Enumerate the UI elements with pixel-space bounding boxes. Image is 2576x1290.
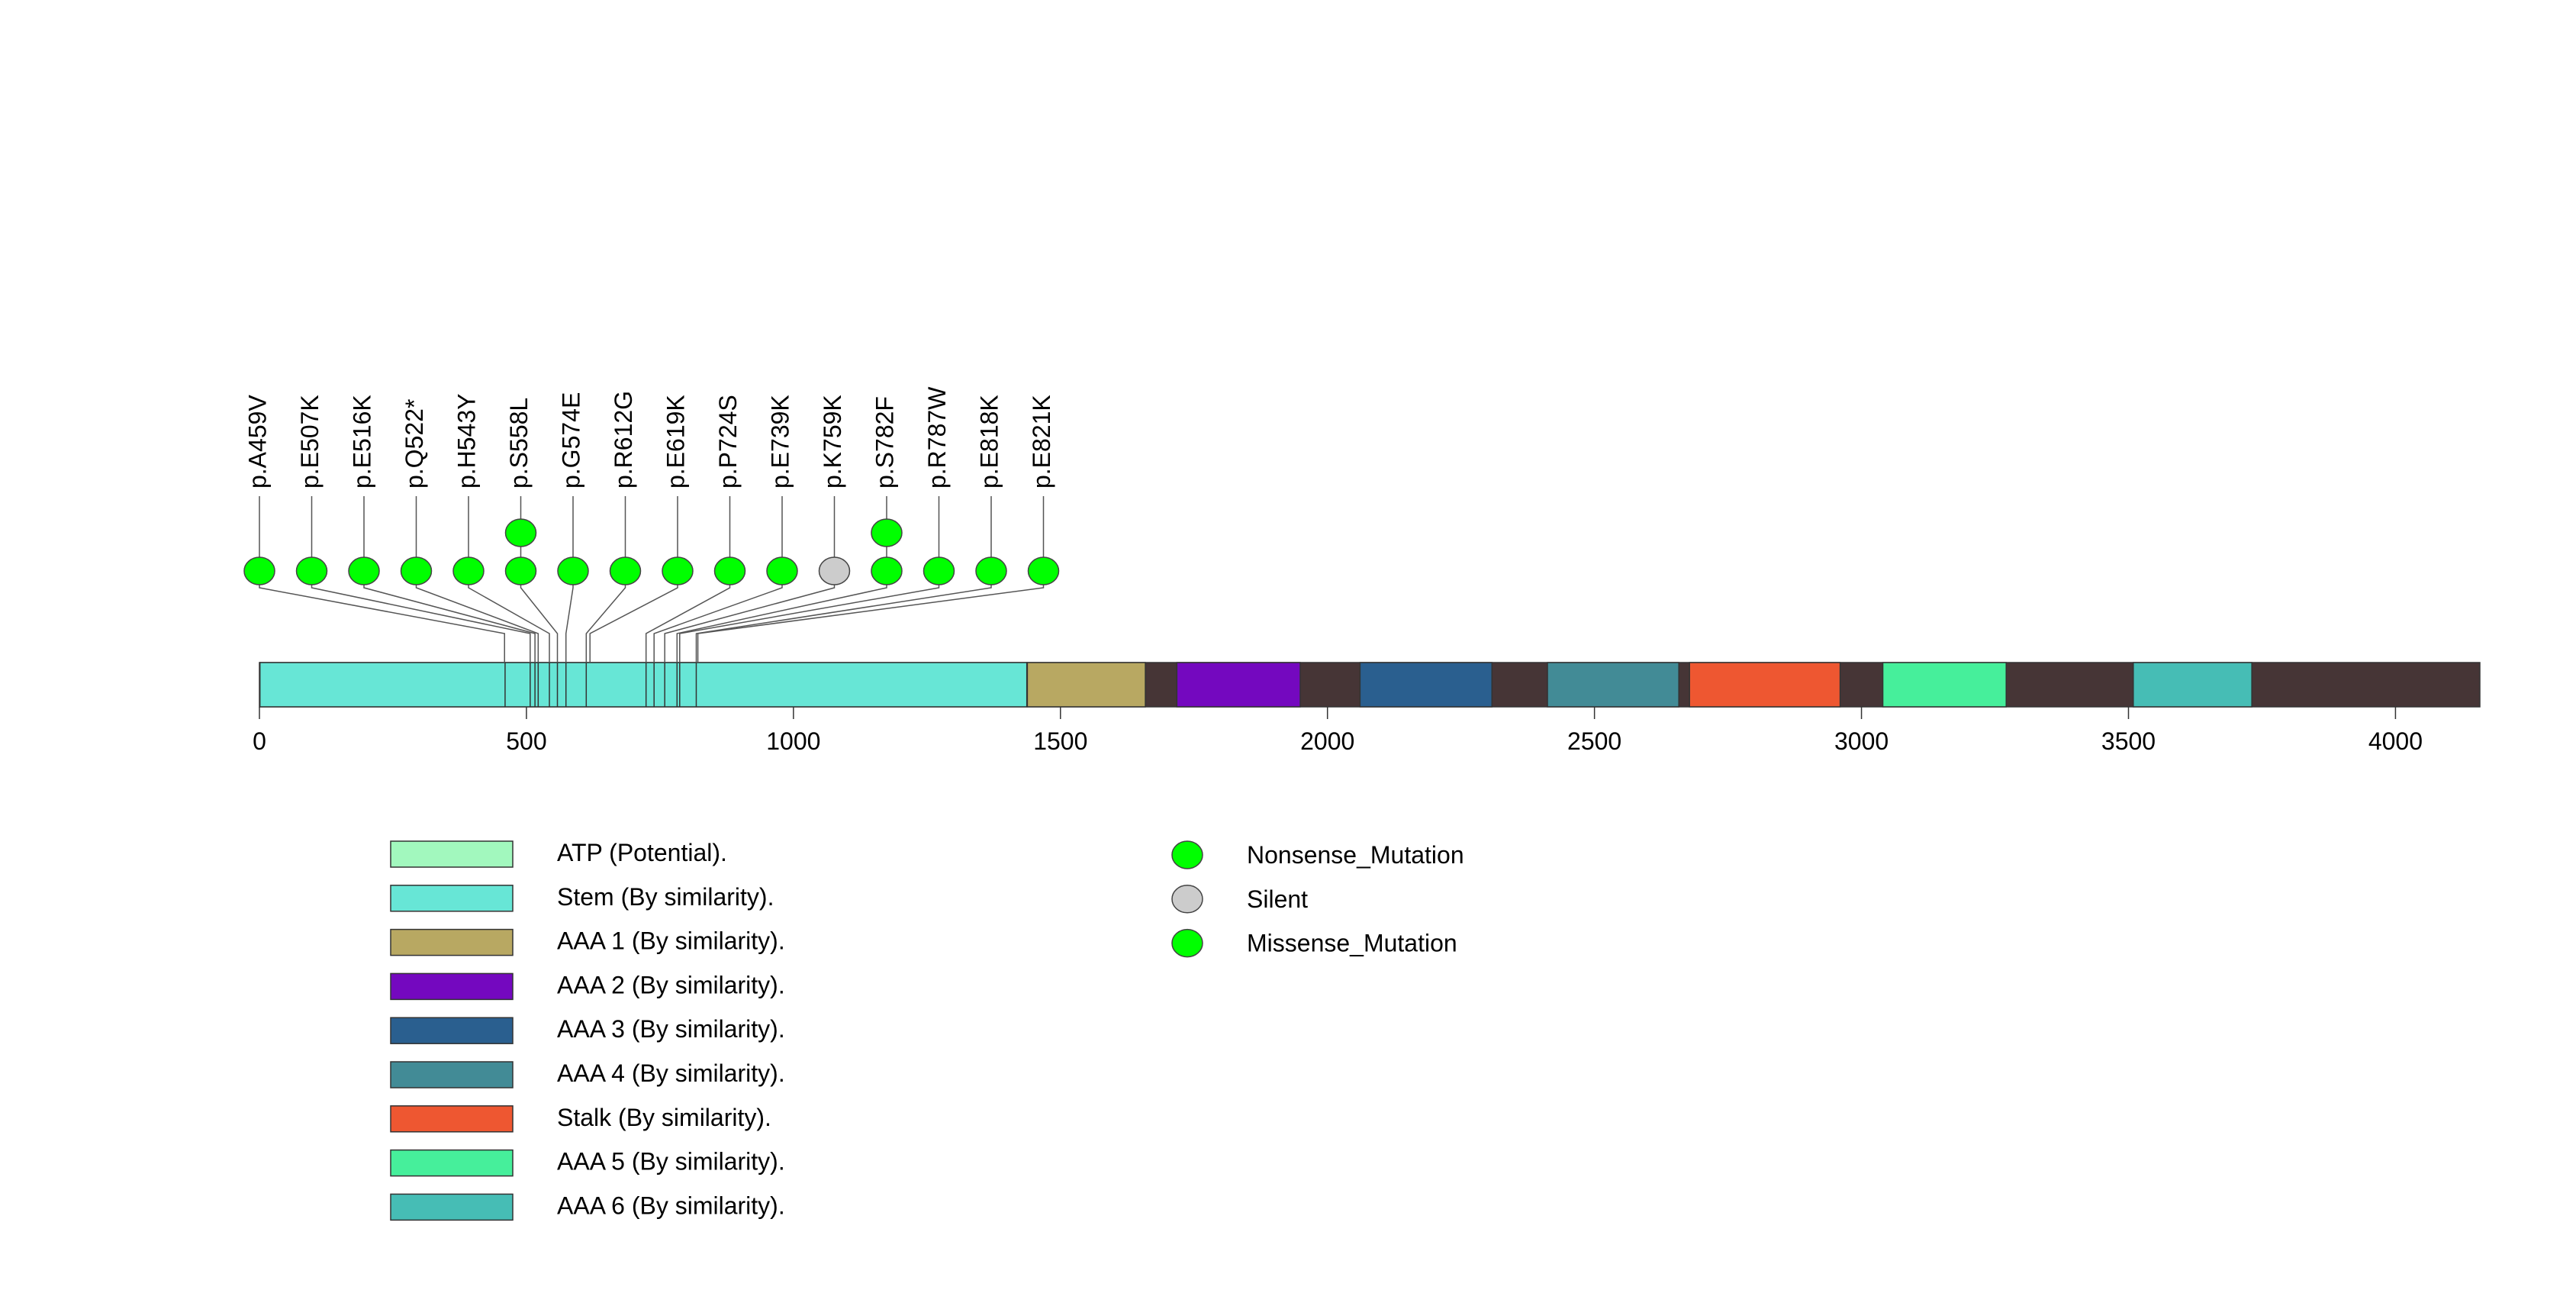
- domain-legend-swatch: [390, 1105, 514, 1133]
- domain-legend-label: AAA 4 (By similarity).: [557, 1059, 785, 1087]
- mutation-head: [871, 556, 903, 585]
- domain-legend-label: Stem (By similarity).: [557, 883, 774, 911]
- axis-tick-label: 0: [253, 727, 266, 755]
- mutation-head: [923, 556, 955, 585]
- axis-tick-label: 2000: [1300, 727, 1354, 755]
- mutation-stem: [311, 496, 531, 663]
- domain-3: [1359, 662, 1493, 708]
- mutation-labels: p.A459V p.E507K p.E516K p.Q522* p.H543Y p.S55…: [243, 386, 1055, 489]
- mutation-head: [871, 518, 903, 547]
- mutation-head: [818, 556, 851, 585]
- axis-tick-label: 3000: [1834, 727, 1889, 755]
- mutation-head: [243, 556, 275, 585]
- mutation-head: [504, 518, 537, 547]
- mutation-stem: [695, 496, 992, 663]
- mutation-stem: [679, 496, 940, 663]
- mutation-head: [1027, 556, 1060, 585]
- domain-legend-label: AAA 1 (By similarity).: [557, 927, 785, 955]
- domain-legend-swatch: [390, 1017, 514, 1044]
- mutation-label: p.S558L: [505, 398, 533, 489]
- mutation-stem: [589, 496, 678, 663]
- mutation-stem: [259, 496, 505, 663]
- mutation-legend-marker: [1171, 928, 1203, 958]
- mutation-head: [609, 556, 642, 585]
- mutation-label: p.R787W: [923, 386, 951, 489]
- domain-legend-swatch: [390, 1149, 514, 1177]
- mutation-label: p.A459V: [243, 395, 271, 489]
- axis-tick-label: 3500: [2101, 727, 2156, 755]
- domain-0: [259, 662, 1028, 708]
- domain-2: [1176, 662, 1301, 708]
- mutation-head: [452, 556, 485, 585]
- domain-legend-swatch: [390, 1193, 514, 1221]
- mutation-stems: [259, 496, 1045, 663]
- domain-5: [1689, 662, 1841, 708]
- mutation-stem: [645, 496, 731, 663]
- mutation-label: p.E516K: [348, 395, 375, 489]
- mutation-stem: [468, 496, 550, 663]
- mutation-heads: [243, 518, 1060, 585]
- axis-tick-label: 2500: [1567, 727, 1621, 755]
- mutation-head: [975, 556, 1007, 585]
- axis-tick-label: 4000: [2368, 727, 2423, 755]
- mutation-stem: [565, 496, 574, 663]
- mutation-label: p.R612G: [610, 391, 637, 489]
- mutation-head: [766, 556, 798, 585]
- axis-tick-label: 1500: [1033, 727, 1087, 755]
- mutation-head: [713, 556, 746, 585]
- mutation-stem: [585, 496, 626, 663]
- mutation-stem: [664, 496, 836, 663]
- mutation-stem: [697, 496, 1045, 663]
- domain-legend-label: Stalk (By similarity).: [557, 1104, 771, 1131]
- mutation-label: p.G574E: [557, 392, 584, 489]
- mutation-label: p.K759K: [819, 395, 846, 489]
- domain-7: [2133, 662, 2252, 708]
- mutation-label: p.E821K: [1028, 395, 1055, 489]
- mutation-legend-label: Missense_Mutation: [1247, 930, 1457, 957]
- atp-site-marks: [504, 663, 697, 707]
- mutation-stem: [363, 496, 536, 663]
- mutation-label: p.P724S: [714, 395, 742, 489]
- domain-legend-label: AAA 3 (By similarity).: [557, 1015, 785, 1043]
- mutation-legend-label: Silent: [1247, 885, 1308, 913]
- mutation-type-legend: Nonsense_Mutation Silent Missense_Mutation: [1171, 840, 1464, 958]
- mutation-stem: [653, 496, 783, 663]
- domain-legend-label: AAA 2 (By similarity).: [557, 971, 785, 998]
- mutation-label: p.E739K: [766, 395, 794, 489]
- mutation-label: p.E507K: [296, 395, 324, 489]
- axis-tick-label: 500: [506, 727, 546, 755]
- mutation-head: [400, 556, 433, 585]
- domain-legend-swatch: [390, 840, 514, 868]
- protein-domains: [259, 662, 2252, 708]
- mutation-label: p.S782F: [871, 396, 898, 489]
- mutation-head: [348, 556, 380, 585]
- mutation-head: [295, 556, 328, 585]
- mutation-head: [504, 556, 537, 585]
- mutation-head: [557, 556, 589, 585]
- mutation-legend-label: Nonsense_Mutation: [1247, 841, 1464, 869]
- axis-tick-label: 1000: [766, 727, 820, 755]
- mutation-label: p.E619K: [662, 395, 689, 489]
- mutation-label: p.Q522*: [401, 399, 428, 489]
- domain-4: [1547, 662, 1679, 708]
- mutation-label: p.E818K: [975, 395, 1003, 489]
- domain-legend-swatch: [390, 928, 514, 956]
- domain-legend-label: AAA 6 (By similarity).: [557, 1192, 785, 1219]
- domain-legend: ATP (Potential). Stem (By similarity). AAA…: [390, 839, 785, 1221]
- mutation-stem: [415, 496, 539, 663]
- mutation-legend-marker: [1171, 840, 1203, 869]
- domain-legend-label: AAA 5 (By similarity).: [557, 1148, 785, 1176]
- mutation-legend-marker: [1171, 885, 1203, 914]
- mutation-head: [662, 556, 694, 585]
- domain-legend-swatch: [390, 972, 514, 1001]
- domain-1: [1026, 662, 1146, 708]
- domain-legend-swatch: [390, 1061, 514, 1088]
- x-axis: 0 500 1000 1500 2000 2500 3000 3500 4000: [253, 707, 2423, 755]
- domain-6: [1882, 662, 2007, 708]
- mutation-label: p.H543Y: [452, 393, 480, 489]
- domain-legend-swatch: [390, 885, 514, 912]
- domain-legend-label: ATP (Potential).: [557, 839, 727, 866]
